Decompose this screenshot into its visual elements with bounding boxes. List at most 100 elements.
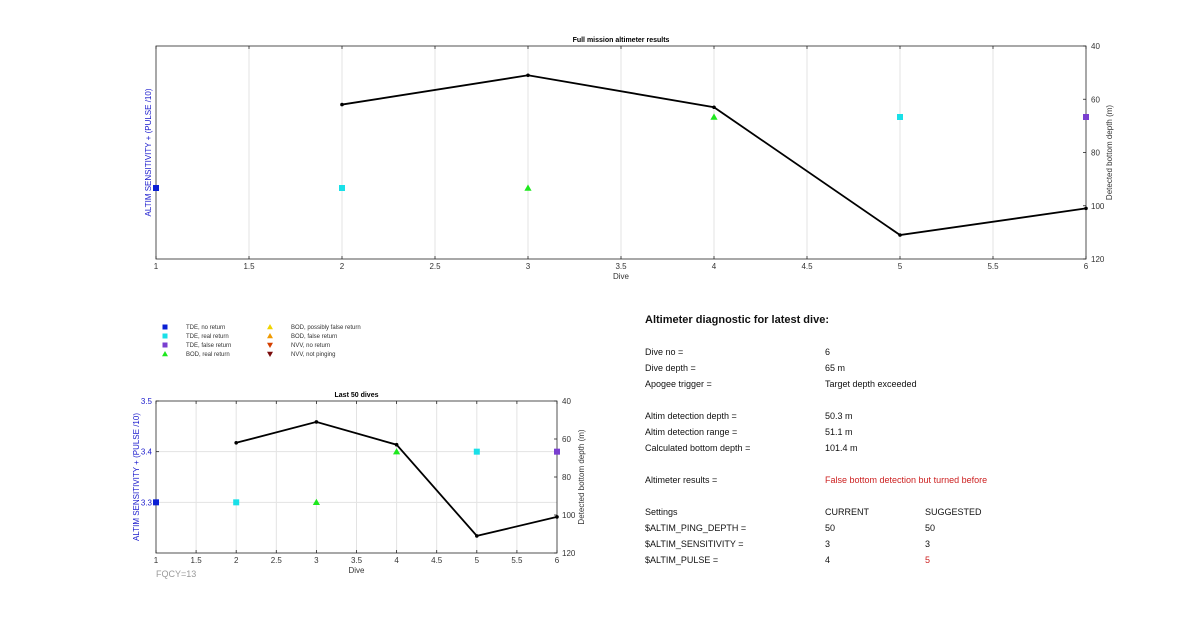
- bottom-depth-point: [712, 105, 716, 110]
- legend-label: TDE, real return: [186, 334, 229, 340]
- left-y-tick-label: 3.3: [141, 498, 153, 507]
- altim-detection-depth-value: 50.3 m: [825, 411, 853, 421]
- legend-marker: [162, 351, 168, 357]
- x-tick-label: 2: [340, 262, 345, 271]
- setting-suggested: 50: [925, 523, 936, 533]
- altimeter-marker: [153, 499, 159, 506]
- bottom-depth-point: [234, 441, 238, 445]
- x-tick-label: 1.5: [243, 262, 255, 271]
- x-tick-label: 2.5: [271, 556, 283, 565]
- left-y-axis-label: ALTIM SENSITIVITY + (PULSE /10): [132, 413, 141, 541]
- x-tick-label: 2: [234, 556, 239, 565]
- x-tick-label: 3.5: [351, 556, 363, 565]
- left-y-tick-label: 3.4: [141, 448, 153, 457]
- apogee-trigger-value: Target depth exceeded: [825, 379, 917, 389]
- settings-header: Settings: [645, 507, 678, 517]
- x-tick-label: 5: [898, 262, 903, 271]
- legend-marker: [267, 333, 273, 339]
- altimeter-marker: [312, 498, 320, 506]
- x-tick-label: 1.5: [191, 556, 203, 565]
- diagnostic-title: Altimeter diagnostic for latest dive:: [645, 314, 829, 326]
- chart-title: Last 50 dives: [335, 392, 379, 399]
- altimeter-marker: [233, 499, 240, 506]
- setting-name: $ALTIM_PULSE =: [645, 555, 719, 565]
- last-50-dives-chart: 1 1.5 2 2.5 3 3.5 4 4.5 5 5.5 6 3.3 3.4 3.5 40 60 80 100 1…: [132, 392, 586, 579]
- altimeter-marker: [393, 448, 401, 455]
- right-y-tick-label: 100: [1091, 202, 1105, 211]
- legend-label: BOD, false return: [291, 334, 337, 340]
- altimeter-results-value: False bottom detection but turned before: [825, 475, 988, 485]
- x-tick-label: 3.5: [615, 262, 627, 271]
- bottom-depth-point: [314, 420, 319, 424]
- altimeter-marker: [473, 448, 480, 455]
- x-tick-label: 5.5: [987, 262, 999, 271]
- legend-marker: [267, 342, 273, 348]
- altimeter-marker: [339, 185, 345, 191]
- suggested-header: SUGGESTED: [925, 507, 982, 517]
- x-tick-label: 4.5: [431, 556, 443, 565]
- dive-depth-label: Dive depth =: [645, 363, 696, 373]
- bottom-depth-point: [555, 515, 559, 519]
- right-y-tick-label: 120: [1091, 255, 1105, 264]
- right-y-tick-label: 40: [1091, 42, 1100, 51]
- dive-no-label: Dive no =: [645, 347, 684, 357]
- bottom-depth-point: [340, 102, 344, 107]
- setting-current: 3: [825, 539, 831, 549]
- x-tick-label: 1: [154, 262, 159, 271]
- altim-detection-range-value: 51.1 m: [825, 427, 853, 437]
- altimeter-marker: [897, 114, 903, 120]
- x-axis-label: Dive: [348, 566, 365, 575]
- legend-marker: [267, 351, 273, 357]
- x-tick-label: 4.5: [801, 262, 813, 271]
- bottom-depth-point: [898, 233, 902, 237]
- left-y-tick-label: 3.5: [141, 397, 153, 406]
- legend-label: NVV, not pinging: [291, 352, 335, 358]
- bottom-depth-point: [526, 73, 530, 78]
- right-y-tick-label: 40: [562, 397, 571, 406]
- x-tick-label: 3: [314, 556, 319, 565]
- full-mission-chart: 1 1.5 2 2.5 3 3.5 4 4.5 5 5.5 6 40 60 80 100 120 Full mi…: [144, 37, 1114, 281]
- setting-name: $ALTIM_PING_DEPTH =: [645, 523, 747, 533]
- altimeter-marker: [153, 185, 159, 191]
- x-tick-label: 4: [712, 262, 717, 271]
- legend-label: NVV, no return: [291, 343, 330, 349]
- chart-title: Full mission altimeter results: [573, 37, 670, 44]
- calculated-bottom-depth-label: Calculated bottom depth =: [645, 443, 751, 453]
- right-y-tick-label: 60: [562, 435, 571, 444]
- x-axis-label: Dive: [613, 272, 630, 281]
- setting-name: $ALTIM_SENSITIVITY =: [645, 539, 744, 549]
- legend-label: TDE, no return: [186, 325, 225, 331]
- x-tick-label: 6: [555, 556, 560, 565]
- legend-label: BOD, real return: [186, 352, 230, 358]
- altim-detection-depth-label: Altim detection depth =: [645, 411, 737, 421]
- apogee-trigger-label: Apogee trigger =: [645, 379, 712, 389]
- right-y-axis-label: Detected bottom depth (m): [1105, 105, 1114, 200]
- dive-depth-value: 65 m: [825, 363, 846, 373]
- legend-label: TDE, false return: [186, 343, 231, 349]
- x-tick-label: 5.5: [511, 556, 523, 565]
- x-tick-label: 1: [154, 556, 159, 565]
- altim-detection-range-label: Altim detection range =: [645, 427, 738, 437]
- setting-current: 50: [825, 523, 836, 533]
- altimeter-marker: [710, 113, 718, 120]
- dive-no-value: 6: [825, 347, 831, 357]
- x-tick-label: 3: [526, 262, 531, 271]
- altimeter-marker: [1083, 114, 1089, 120]
- x-tick-label: 2.5: [429, 262, 441, 271]
- calculated-bottom-depth-value: 101.4 m: [825, 443, 858, 453]
- legend-marker: [162, 342, 168, 348]
- left-y-axis-label: ALTIM SENSITIVITY + (PULSE /10): [144, 88, 153, 216]
- bottom-depth-point: [394, 442, 399, 447]
- bottom-depth-point: [475, 534, 479, 538]
- altimeter-marker: [554, 448, 560, 455]
- altimeter-results-label: Altimeter results =: [645, 475, 718, 485]
- current-header: CURRENT: [825, 507, 869, 517]
- legend: TDE, no return TDE, real return TDE, false…: [162, 324, 361, 358]
- legend-marker: [162, 333, 168, 339]
- right-y-tick-label: 60: [1091, 95, 1100, 104]
- fqcy-note: FQCY=13: [156, 569, 196, 579]
- x-tick-label: 5: [475, 556, 480, 565]
- bottom-depth-point: [1084, 206, 1088, 211]
- setting-suggested: 5: [925, 555, 931, 565]
